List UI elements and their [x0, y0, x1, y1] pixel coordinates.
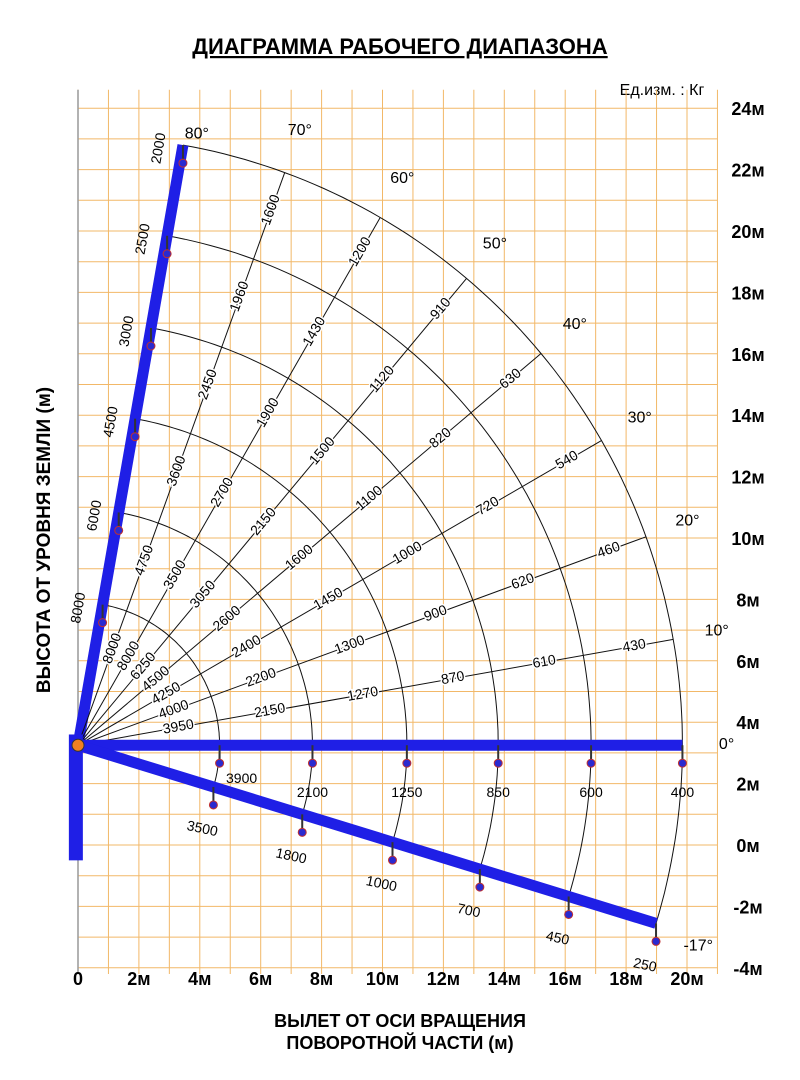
boom [72, 144, 189, 747]
x-axis-title: ПОВОРОТНОЙ ЧАСТИ (м) [286, 1032, 513, 1053]
angle-label: 10° [705, 623, 729, 640]
hook [146, 341, 156, 351]
angle-label: -17° [683, 937, 713, 954]
y-tick-label: 22м [731, 161, 764, 181]
y-tick-label: -2м [733, 897, 762, 917]
y-tick-label: 2м [736, 775, 759, 795]
y-tick-label: -4м [733, 959, 762, 979]
load-label: 6000 [83, 499, 104, 533]
hook [586, 758, 596, 768]
y-tick-label: 16м [731, 345, 764, 365]
hook [98, 618, 108, 628]
radial-line [77, 353, 542, 746]
grid [77, 89, 718, 974]
load-label: 1250 [391, 784, 422, 800]
x-tick-label: 6м [249, 969, 272, 989]
x-tick-label: 8м [310, 969, 333, 989]
load-label: 3900 [226, 770, 257, 786]
hook [564, 909, 574, 919]
x-tick-label: 18м [609, 969, 642, 989]
load-label: 2500 [132, 222, 153, 256]
hook [130, 432, 140, 442]
x-tick-label: 14м [488, 969, 521, 989]
load-label: 850 [487, 784, 511, 800]
x-tick-label: 0 [73, 969, 83, 989]
hook [162, 249, 172, 259]
hook [297, 827, 307, 837]
x-axis-title: ВЫЛЕТ ОТ ОСИ ВРАЩЕНИЯ [274, 1011, 526, 1031]
hook [651, 936, 661, 946]
x-tick-label: 10м [366, 969, 399, 989]
hook [402, 758, 412, 768]
x-tick-label: 4м [188, 969, 211, 989]
load-label: 430 [621, 635, 647, 655]
radial-line [77, 217, 381, 746]
hook [387, 855, 397, 865]
load-label: 3500 [186, 817, 220, 839]
angle-label: 0° [719, 736, 734, 753]
hook [475, 882, 485, 892]
y-tick-label: 18м [731, 283, 764, 303]
y-tick-label: 20м [731, 222, 764, 242]
y-tick-label: 8м [736, 590, 759, 610]
angle-label: 50° [483, 235, 507, 252]
load-label: 2100 [297, 784, 328, 800]
angle-label: 30° [628, 409, 652, 426]
radial-line [77, 536, 647, 746]
load-label: 870 [440, 667, 466, 687]
y-tick-label: 24м [731, 99, 764, 119]
load-label: 600 [579, 784, 603, 800]
angle-label: 40° [563, 316, 587, 333]
angle-label: 20° [675, 513, 699, 530]
load-label: 450 [545, 927, 571, 948]
load-label: 250 [632, 954, 658, 975]
pivot [71, 738, 85, 752]
boom [76, 739, 658, 929]
crane-base [68, 734, 83, 861]
y-tick-label: 10м [731, 529, 764, 549]
load-label: 8000 [67, 591, 88, 625]
x-tick-label: 2м [127, 969, 150, 989]
unit-label: Ед.изм. : Кг [620, 82, 705, 99]
x-tick-label: 12м [427, 969, 460, 989]
y-tick-label: 6м [736, 652, 759, 672]
hook [178, 158, 188, 168]
radial-line [77, 278, 467, 746]
radial-line [77, 440, 602, 746]
hook [307, 758, 317, 768]
y-tick-label: 0м [736, 836, 759, 856]
y-axis-title: ВЫСОТА ОТ УРОВНЯ ЗЕМЛИ (м) [34, 387, 55, 693]
title: ДИАГРАММА РАБОЧЕГО ДИАПАЗОНА [192, 34, 607, 59]
y-tick-label: 4м [736, 713, 759, 733]
load-label: 3000 [115, 314, 136, 348]
y-tick-label: 14м [731, 406, 764, 426]
hook [493, 758, 503, 768]
x-tick-label: 20м [670, 969, 703, 989]
angle-label: 60° [390, 170, 414, 187]
angle-label: 70° [288, 122, 312, 139]
y-tick-label: 12м [731, 468, 764, 488]
load-label: 2000 [147, 131, 168, 165]
load-label: 1800 [274, 844, 308, 866]
load-label: 700 [456, 900, 482, 921]
radial-line [77, 638, 674, 746]
load-label: 610 [531, 651, 557, 671]
angle-label: 80° [185, 126, 209, 143]
load-label: 400 [671, 784, 695, 800]
load-label: 4500 [100, 405, 121, 439]
x-tick-label: 16м [549, 969, 582, 989]
radial-line [77, 172, 286, 746]
hook [114, 525, 124, 535]
hook [208, 800, 218, 810]
load-label: 1000 [365, 872, 399, 894]
hook [677, 758, 687, 768]
hook [215, 758, 225, 768]
